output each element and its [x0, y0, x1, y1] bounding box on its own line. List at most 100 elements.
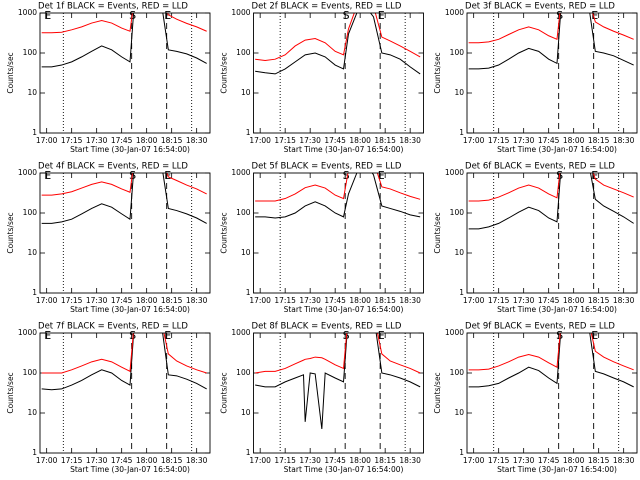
x-tick-label: 17:45	[324, 296, 346, 305]
marker-label: E	[164, 9, 171, 22]
x-tick-label: 17:00	[463, 296, 485, 305]
series-line	[468, 173, 634, 230]
panel: Det 5f BLACK = Events, RED = LLD 1 10 100 10…	[220, 162, 424, 314]
x-tick-label: 18:15	[588, 456, 610, 465]
y-tick-label: 1000	[231, 328, 250, 337]
y-tick-label: 1000	[231, 168, 250, 177]
series-line	[255, 13, 421, 61]
y-axis-label: Counts/sec	[433, 212, 442, 253]
x-tick-label: 17:30	[86, 296, 108, 305]
marker-label: S	[343, 169, 350, 182]
marker-label: E	[44, 169, 51, 182]
x-tick-label: 17:45	[111, 296, 133, 305]
x-tick-label: 17:00	[36, 296, 58, 305]
x-tick-label: 18:30	[399, 456, 421, 465]
y-tick-label: 1	[246, 128, 251, 137]
x-tick-label: 17:15	[274, 136, 296, 145]
x-tick-label: 18:00	[136, 456, 158, 465]
panel: Det 1f BLACK = Events, RED = LLD 1 10 100 10…	[6, 2, 211, 154]
x-tick-label: 17:30	[86, 136, 108, 145]
x-tick-label: 18:30	[399, 136, 421, 145]
x-axis-label: Start Time (30-Jan-07 16:54:00)	[70, 145, 190, 154]
x-tick-label: 17:30	[299, 136, 321, 145]
y-axis-label: Counts/sec	[220, 212, 229, 253]
x-tick-label: 17:00	[463, 456, 485, 465]
panel-title: Det 3f BLACK = Events, RED = LLD	[465, 2, 615, 12]
x-tick-label: 17:30	[513, 296, 535, 305]
y-tick-label: 1000	[18, 168, 37, 177]
y-tick-label: 1000	[231, 8, 250, 17]
y-tick-label: 100	[450, 368, 465, 377]
y-axis-label: Counts/sec	[433, 52, 442, 93]
y-tick-label: 100	[23, 208, 38, 217]
y-tick-label: 1000	[18, 8, 37, 17]
panel-title: Det 5f BLACK = Events, RED = LLD	[252, 162, 402, 172]
panel: Det 2f BLACK = Events, RED = LLD 1 10 100 10…	[220, 2, 424, 154]
marker-label: E	[591, 329, 598, 342]
y-tick-label: 1	[32, 448, 37, 457]
series-line	[468, 333, 634, 371]
x-tick-label: 17:15	[274, 456, 296, 465]
panel: Det 8f BLACK = Events, RED = LLD 1 10 100 10…	[220, 322, 424, 474]
panel: Det 7f BLACK = Events, RED = LLD 1 10 100 10…	[6, 322, 211, 474]
x-axis-label: Start Time (30-Jan-07 16:54:00)	[497, 465, 617, 474]
x-tick-label: 18:30	[186, 136, 208, 145]
y-tick-label: 100	[23, 48, 38, 57]
panel-title: Det 4f BLACK = Events, RED = LLD	[38, 162, 188, 172]
plot-frame	[253, 332, 424, 454]
marker-label: E	[378, 169, 385, 182]
x-tick-label: 18:00	[349, 296, 371, 305]
x-tick-label: 18:30	[613, 136, 635, 145]
x-tick-label: 18:15	[374, 296, 396, 305]
x-axis-label: Start Time (30-Jan-07 16:54:00)	[284, 145, 404, 154]
series-line	[468, 173, 634, 202]
panel: Det 9f BLACK = Events, RED = LLD 1 10 100 10…	[433, 322, 638, 474]
panel: Det 3f BLACK = Events, RED = LLD 1 10 100 10…	[433, 2, 638, 154]
x-tick-label: 18:30	[186, 456, 208, 465]
y-tick-label: 1	[32, 288, 37, 297]
y-tick-label: 10	[454, 88, 464, 97]
x-tick-label: 17:15	[61, 136, 83, 145]
x-tick-label: 18:00	[563, 296, 585, 305]
x-tick-label: 17:15	[61, 456, 83, 465]
y-axis-label: Counts/sec	[220, 52, 229, 93]
series-line	[468, 13, 634, 44]
y-tick-label: 100	[236, 48, 251, 57]
y-tick-label: 1	[246, 288, 251, 297]
series-line	[255, 13, 421, 75]
series-line	[255, 173, 421, 219]
y-tick-label: 10	[241, 408, 251, 417]
y-tick-label: 10	[454, 248, 464, 257]
marker-label: E	[591, 9, 598, 22]
y-tick-label: 100	[236, 208, 251, 217]
x-axis-label: Start Time (30-Jan-07 16:54:00)	[497, 305, 617, 314]
x-tick-label: 18:15	[161, 136, 183, 145]
y-axis-label: Counts/sec	[433, 372, 442, 413]
y-tick-label: 1	[459, 448, 464, 457]
panel-title: Det 9f BLACK = Events, RED = LLD	[465, 322, 615, 332]
series-line	[41, 13, 207, 34]
marker-label: E	[378, 329, 385, 342]
x-tick-label: 18:00	[563, 456, 585, 465]
plot-frame	[39, 332, 211, 454]
x-tick-label: 18:15	[588, 296, 610, 305]
y-tick-label: 1	[32, 128, 37, 137]
x-tick-label: 17:15	[488, 296, 510, 305]
x-tick-label: 17:00	[463, 136, 485, 145]
series-line	[41, 173, 207, 224]
y-axis-label: Counts/sec	[6, 372, 15, 413]
x-tick-label: 18:00	[136, 296, 158, 305]
series-line	[41, 333, 207, 391]
x-tick-label: 17:00	[36, 456, 58, 465]
marker-label: E	[164, 329, 171, 342]
series-line	[468, 13, 634, 70]
x-tick-label: 18:00	[563, 136, 585, 145]
panel: Det 4f BLACK = Events, RED = LLD 1 10 100 10…	[6, 162, 211, 314]
marker-label: S	[129, 9, 136, 22]
x-tick-label: 18:30	[613, 456, 635, 465]
x-tick-label: 17:15	[488, 456, 510, 465]
plot-frame	[253, 12, 424, 134]
y-tick-label: 1	[459, 288, 464, 297]
panel-title: Det 2f BLACK = Events, RED = LLD	[252, 2, 402, 12]
y-tick-label: 1000	[445, 328, 464, 337]
